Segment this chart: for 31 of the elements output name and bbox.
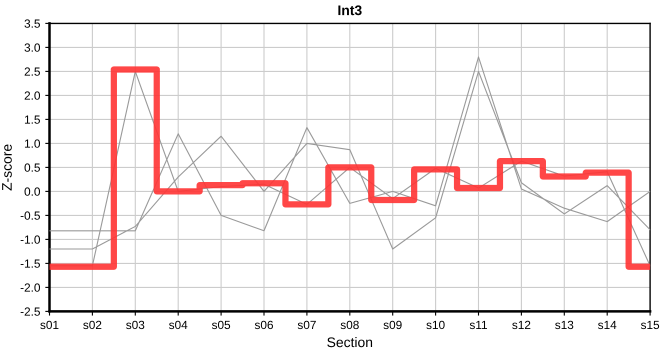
x-tick-label: s09 [384,320,402,330]
x-tick-label: s07 [298,320,316,330]
x-tick-label: s06 [254,320,273,330]
x-tick-label: s13 [555,320,574,330]
y-tick-label: -2.5 [20,307,40,316]
y-tick-label: -2.0 [20,283,40,292]
x-tick-label: s05 [212,320,230,330]
y-tick-label: 1.0 [24,139,40,148]
x-tick-label: s03 [126,320,144,330]
x-tick-label: s01 [40,320,58,330]
x-axis-title: Section [327,336,372,348]
x-tick-label: s04 [169,320,188,330]
x-tick-label: s02 [83,320,102,330]
y-tick-label: 2.0 [24,91,40,100]
y-tick-label: 3.0 [24,43,40,52]
y-tick-label: 2.5 [24,67,40,76]
x-tick-label: s15 [640,320,660,330]
x-tick-label: s08 [340,320,359,330]
y-tick-label: -1.0 [20,235,40,244]
x-tick-label: s14 [598,320,616,330]
y-tick-label: 0.0 [24,187,40,196]
y-tick-label: 1.5 [24,116,40,124]
y-tick-label: 0.5 [24,163,40,172]
y-tick-label: -0.5 [20,211,40,220]
x-tick-label: s10 [426,320,445,330]
chart-title: Int3 [338,5,362,16]
y-tick-label: -1.5 [20,260,40,268]
x-tick-label: s11 [470,320,488,330]
x-tick-label: s12 [512,320,530,330]
y-axis-title: Z-score [2,144,12,190]
y-tick-label: 3.5 [24,19,40,28]
